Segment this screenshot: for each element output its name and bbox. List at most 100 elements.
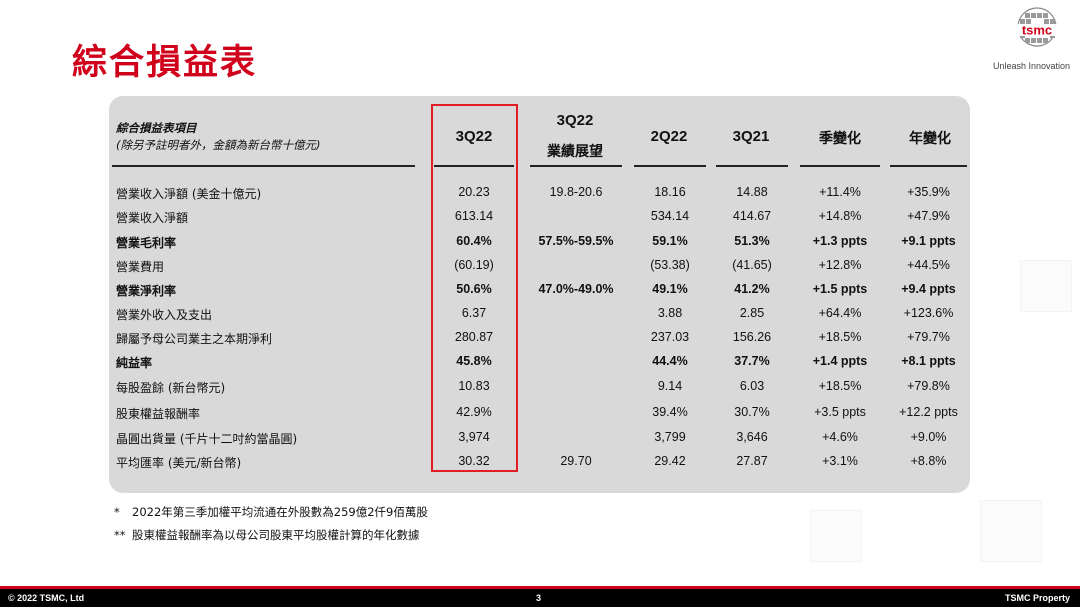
header-rule-label: [112, 165, 415, 167]
cell-3q22: 30.32: [458, 454, 490, 468]
row-label: 純益率: [116, 356, 153, 370]
cell-2q22: 49.1%: [652, 282, 688, 296]
cell-yoy: +12.2 ppts: [899, 405, 958, 419]
row-label: 營業收入淨額: [116, 211, 189, 225]
table-header-subtitle: (除另予註明者外，金額為新台幣十億元): [116, 138, 321, 152]
footnote-1-text: 2022年第三季加權平均流通在外股數為259億2仟9佰萬股: [132, 505, 428, 519]
row-label: 營業淨利率: [116, 284, 177, 298]
cell-qoq: +18.5%: [818, 379, 862, 393]
cell-qoq: +1.4 ppts: [812, 354, 868, 368]
footer-bar: © 2022 TSMC, Ltd 3 TSMC Property: [0, 589, 1080, 607]
cell-yoy: +47.9%: [907, 209, 950, 223]
row-label: 每股盈餘 (新台幣元): [116, 381, 226, 395]
column-header-guidance-line2: 業績展望: [547, 144, 603, 160]
cell-guidance: 29.70: [560, 454, 592, 468]
cell-2q22: 29.42: [654, 454, 686, 468]
cell-3q22: 60.4%: [456, 234, 492, 248]
footnote-2-text: 股東權益報酬率為以母公司股東平均股權計算的年化數據: [132, 528, 420, 542]
row-label: 晶圓出貨量 (千片十二吋約當晶圓): [116, 432, 298, 446]
row-label: 歸屬予母公司業主之本期淨利: [116, 332, 273, 346]
cell-3q21: 27.87: [736, 454, 768, 468]
cell-3q21: 414.67: [732, 209, 772, 223]
footnote-2: ** 股東權益報酬率為以母公司股東平均股權計算的年化數據: [114, 527, 420, 543]
column-header-2q22: 2Q22: [650, 128, 688, 145]
cell-2q22: 44.4%: [652, 354, 688, 368]
cell-3q21: 41.2%: [734, 282, 770, 296]
logo-tagline: Unleash Innovation: [992, 61, 1070, 71]
cell-3q21: 6.03: [739, 379, 765, 393]
cell-2q22: 3,799: [654, 430, 686, 444]
cell-2q22: 39.4%: [652, 405, 688, 419]
cell-yoy: +123.6%: [903, 306, 954, 320]
slide-title: 綜合損益表: [72, 43, 258, 83]
cell-qoq: +12.8%: [818, 258, 862, 272]
page-number: 3: [536, 593, 542, 603]
row-label: 股東權益報酬率: [116, 407, 201, 421]
header-rule-qoq: [800, 165, 880, 167]
cell-qoq: +64.4%: [818, 306, 862, 320]
header-rule-2q22: [634, 165, 706, 167]
tsmc-logo: tsmc Unleash Innovation: [986, 6, 1070, 72]
3q22-highlight-box: [431, 104, 518, 472]
cell-yoy: +8.1 ppts: [901, 354, 956, 368]
header-rule-guidance: [530, 165, 622, 167]
cell-3q21: 156.26: [732, 330, 772, 344]
cell-yoy: +79.8%: [907, 379, 950, 393]
cell-3q21: 2.85: [739, 306, 765, 320]
column-header-yoy: 年變化: [909, 131, 951, 147]
row-label: 營業毛利率: [116, 236, 177, 250]
cell-yoy: +44.5%: [907, 258, 950, 272]
column-header-3q21: 3Q21: [732, 128, 770, 145]
cell-3q21: 30.7%: [734, 405, 770, 419]
cell-2q22: 9.14: [657, 379, 683, 393]
footnote-1: * 2022年第三季加權平均流通在外股數為259億2仟9佰萬股: [114, 504, 428, 520]
footnote-2-mark: **: [114, 528, 126, 542]
cell-3q21: 37.7%: [734, 354, 770, 368]
svg-text:tsmc: tsmc: [1022, 23, 1052, 38]
cell-3q22: 45.8%: [456, 354, 492, 368]
cell-3q22: 6.37: [461, 306, 487, 320]
cell-2q22: (53.38): [650, 258, 690, 272]
cell-yoy: +9.1 ppts: [901, 234, 956, 248]
cell-qoq: +1.5 ppts: [812, 282, 868, 296]
cell-3q22: 280.87: [454, 330, 494, 344]
cell-qoq: +1.3 ppts: [812, 234, 868, 248]
cell-3q22: (60.19): [454, 258, 494, 272]
header-rule-3q22: [434, 165, 514, 167]
cell-2q22: 237.03: [650, 330, 690, 344]
header-rule-3q21: [716, 165, 788, 167]
cell-3q22: 20.23: [458, 185, 490, 199]
cell-guidance: 57.5%-59.5%: [538, 234, 614, 248]
row-label: 營業外收入及支出: [116, 308, 213, 322]
footer-property: TSMC Property: [1004, 593, 1070, 603]
cell-2q22: 3.88: [657, 306, 683, 320]
footer-red-rule: [0, 586, 1080, 589]
row-label: 營業收入淨額 (美金十億元): [116, 187, 262, 201]
cell-yoy: +9.0%: [910, 430, 947, 444]
cell-3q21: 3,646: [736, 430, 768, 444]
cell-guidance: 47.0%-49.0%: [538, 282, 614, 296]
footer-copyright: © 2022 TSMC, Ltd: [8, 593, 85, 603]
cell-qoq: +4.6%: [822, 430, 858, 444]
column-header-guidance-line1: 3Q22: [556, 112, 594, 129]
cell-3q21: (41.65): [732, 258, 772, 272]
tsmc-logo-icon: tsmc: [1011, 7, 1063, 47]
cell-yoy: +8.8%: [910, 454, 947, 468]
cell-3q21: 51.3%: [734, 234, 770, 248]
table-header-title: 綜合損益表項目: [116, 121, 197, 135]
cell-2q22: 59.1%: [652, 234, 688, 248]
cell-guidance: 19.8-20.6: [549, 185, 603, 199]
cell-qoq: +3.5 ppts: [814, 405, 866, 419]
cell-2q22: 534.14: [650, 209, 690, 223]
column-header-qoq: 季變化: [819, 131, 861, 147]
footnote-1-mark: *: [114, 505, 120, 519]
cell-3q22: 50.6%: [456, 282, 492, 296]
cell-3q22: 3,974: [458, 430, 490, 444]
cell-yoy: +79.7%: [907, 330, 950, 344]
income-statement-panel: [109, 96, 970, 493]
cell-3q22: 10.83: [458, 379, 490, 393]
cell-3q21: 14.88: [736, 185, 768, 199]
cell-yoy: +35.9%: [907, 185, 950, 199]
cell-2q22: 18.16: [654, 185, 686, 199]
table-header-label: 綜合損益表項目 (除另予註明者外，金額為新台幣十億元): [116, 120, 320, 154]
